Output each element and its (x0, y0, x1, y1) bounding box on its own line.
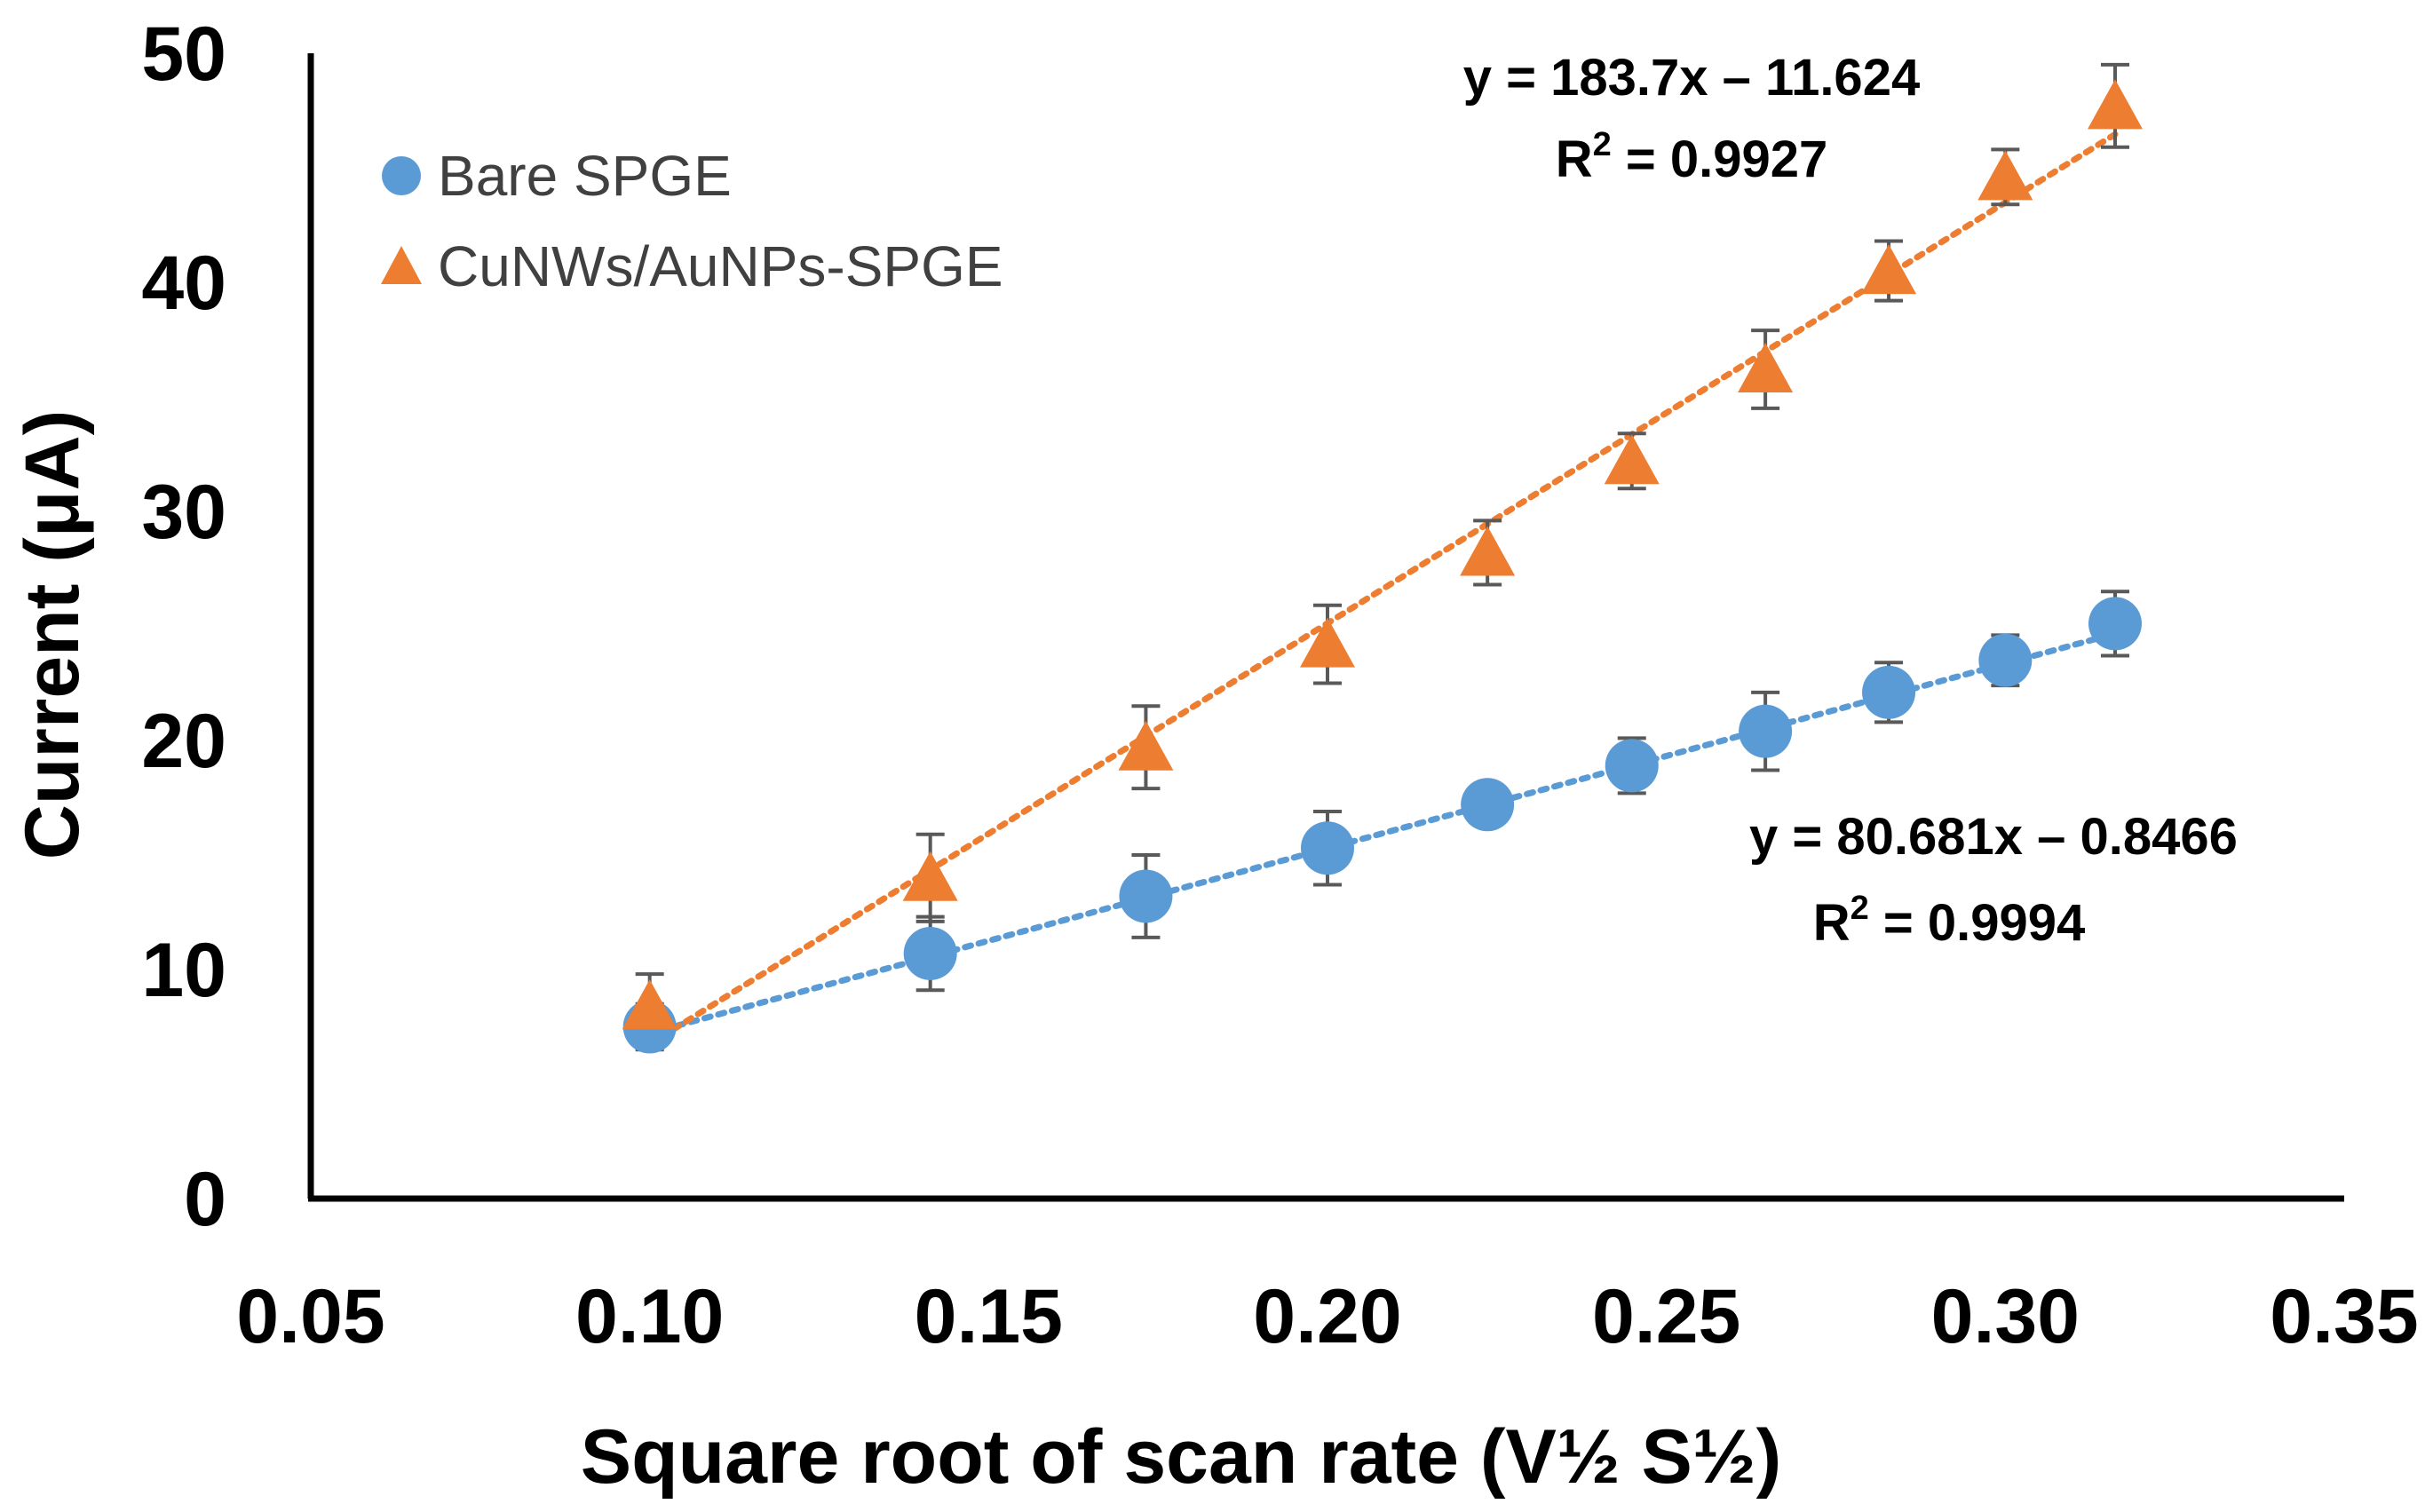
data-point-bare-spge (1461, 778, 1515, 832)
y-tick-label: 0 (184, 1157, 226, 1242)
data-point-bare-spge (1119, 869, 1173, 923)
data-point-cunws-aunps-spge (1118, 720, 1174, 771)
r2-superscript: 2 (1851, 890, 1869, 927)
data-point-cunws-aunps-spge (1861, 244, 1917, 295)
equation-bare-spge: y = 80.681x – 0.8466 R2 = 0.9994 (1749, 808, 2238, 952)
x-tick-label: 0.25 (1592, 1274, 1740, 1359)
y-tick-label: 30 (141, 470, 226, 555)
data-point-bare-spge (1978, 633, 2033, 687)
data-point-bare-spge (1739, 704, 1793, 758)
legend-label-bare-spge: Bare SPGE (438, 144, 732, 208)
y-tick-label: 20 (141, 699, 226, 784)
data-point-bare-spge (2088, 597, 2142, 651)
r2-bare-spge-text: R2 = 0.9994 (1813, 890, 2086, 952)
x-tick-label: 0.20 (1253, 1274, 1401, 1359)
data-point-cunws-aunps-spge (1738, 343, 1794, 393)
r2-label: R (1813, 894, 1851, 952)
data-point-cunws-aunps-spge (1604, 434, 1660, 485)
equation-cunws-aunps: y = 183.7x – 11.624 R2 = 0.9927 (1463, 49, 1920, 188)
x-axis-title: Square root of scan rate (V½ S½) (581, 1414, 1781, 1500)
legend-marker-bare-spge (382, 156, 421, 195)
y-axis-title: Current (μA) (10, 410, 95, 859)
r2-value: = 0.9994 (1869, 894, 2086, 952)
r2-cunws-aunps-text: R2 = 0.9927 (1556, 126, 1828, 188)
data-point-bare-spge (1862, 665, 1916, 719)
legend-label-cunws-aunps-spge: CuNWs/AuNPs-SPGE (438, 234, 1003, 298)
x-tick-label: 0.30 (1931, 1274, 2080, 1359)
y-tick-label: 40 (141, 241, 226, 326)
data-point-bare-spge (903, 926, 957, 980)
data-point-cunws-aunps-spge (622, 979, 678, 1030)
data-point-cunws-aunps-spge (1300, 617, 1355, 668)
equation-cunws-aunps-text: y = 183.7x – 11.624 (1463, 49, 1920, 107)
x-tick-label: 0.15 (915, 1274, 1063, 1359)
data-point-cunws-aunps-spge (2087, 79, 2143, 130)
x-tick-label: 0.05 (236, 1274, 384, 1359)
x-tick-label: 0.10 (575, 1274, 724, 1359)
x-tick-label: 0.35 (2270, 1274, 2418, 1359)
legend: Bare SPGE CuNWs/AuNPs-SPGE (381, 144, 1003, 298)
r2-value: = 0.9927 (1612, 131, 1828, 188)
data-point-cunws-aunps-spge (902, 851, 958, 901)
legend-marker-cunws-aunps-spge (381, 246, 422, 284)
y-tick-label: 50 (141, 12, 226, 97)
data-point-bare-spge (1605, 739, 1659, 793)
y-tick-label: 10 (141, 928, 226, 1013)
equation-bare-spge-text: y = 80.681x – 0.8466 (1749, 808, 2238, 866)
data-point-cunws-aunps-spge (1460, 526, 1516, 576)
data-point-bare-spge (1301, 821, 1354, 875)
r2-label: R (1556, 131, 1593, 188)
r2-superscript: 2 (1593, 126, 1612, 163)
data-point-cunws-aunps-spge (1977, 150, 2033, 201)
plot-area: 0.05 0.10 0.15 0.20 0.25 0.30 0.35 0 10 20 30 40 50 (141, 12, 2418, 1359)
